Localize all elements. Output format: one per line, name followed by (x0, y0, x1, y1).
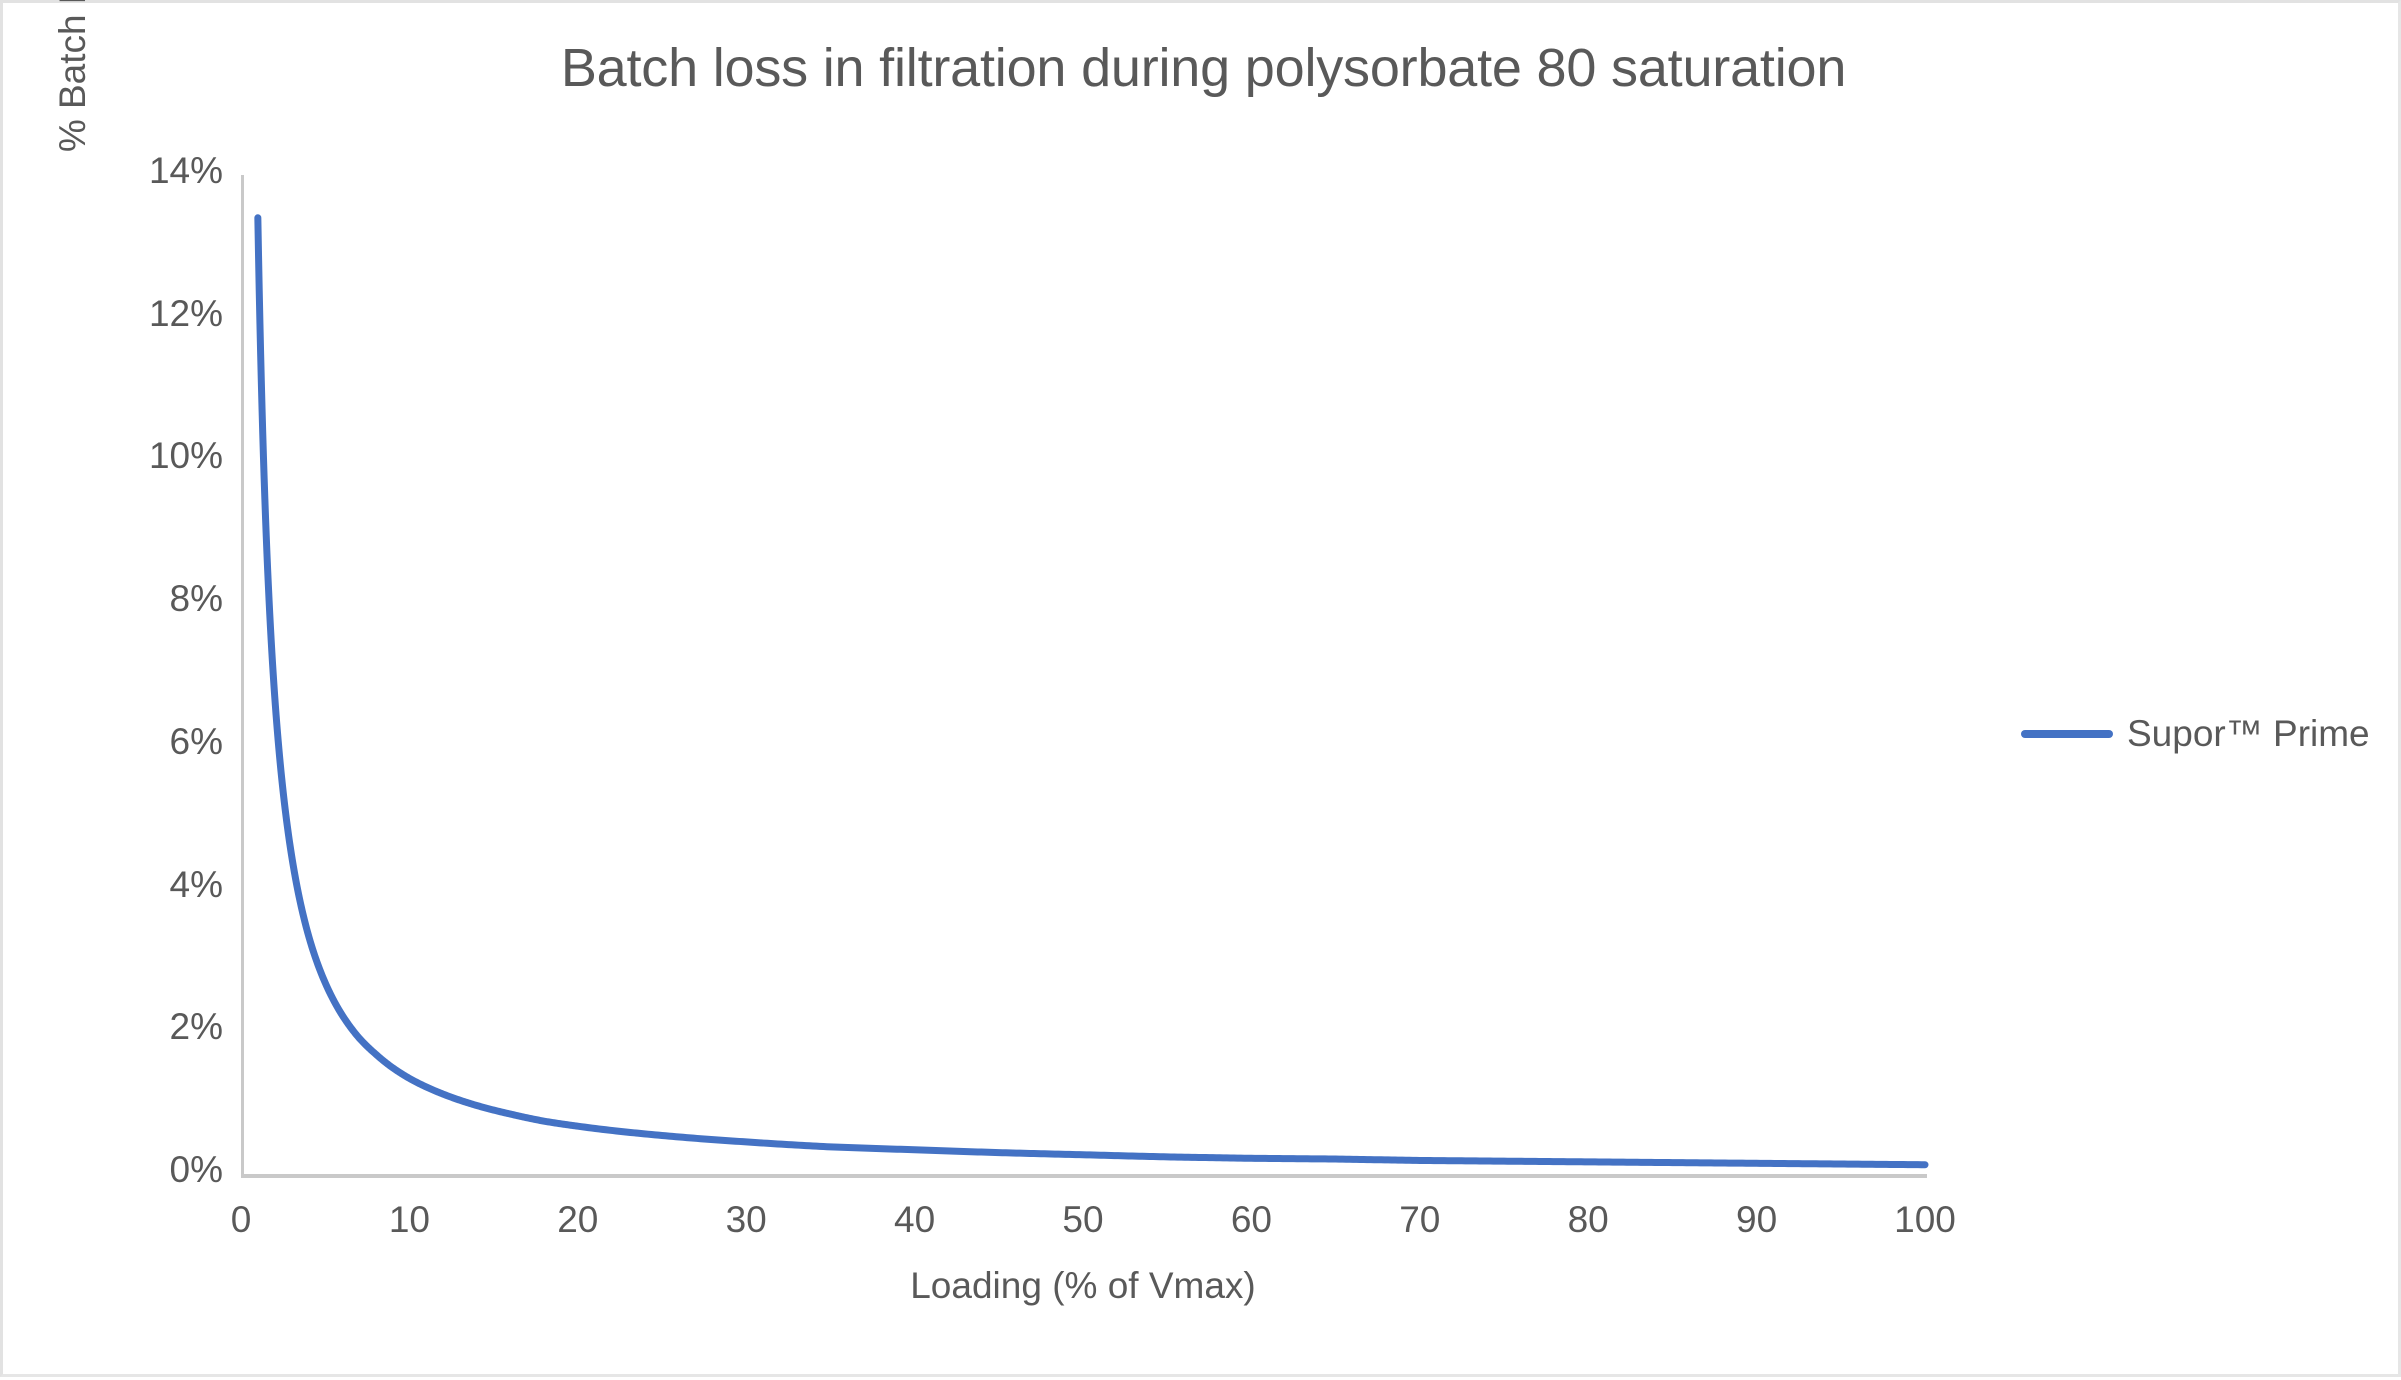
y-tick-label: 4% (169, 863, 223, 905)
y-tick-label: 8% (169, 578, 223, 620)
y-tick-label: 2% (169, 1006, 223, 1048)
x-tick-label: 80 (1567, 1199, 1609, 1240)
y-tick-label: 14% (148, 150, 223, 191)
plot-area (241, 175, 1929, 1174)
series-line (254, 214, 1929, 1169)
x-tick-label: 50 (1062, 1199, 1104, 1240)
legend-series-label: Supor™ Prime (2127, 713, 2370, 754)
x-axis-line (241, 1174, 1927, 1178)
chart-title: Batch loss in filtration during polysorb… (560, 38, 1847, 98)
x-tick-label: 100 (1894, 1199, 1956, 1240)
x-tick-label: 60 (1230, 1199, 1272, 1240)
x-tick-label: 40 (894, 1199, 936, 1240)
series-plot (254, 214, 1929, 1169)
x-tick-label: 90 (1736, 1199, 1778, 1240)
x-tick-label: 30 (725, 1199, 767, 1240)
x-axis-title: Loading (% of Vmax) (910, 1265, 1256, 1306)
y-axis-tick-labels: 0% 2% 4% 6% 8% 10% 12% 14% (93, 3, 223, 1380)
x-axis-tick-labels: 0 10 20 30 40 50 60 70 80 90 100 (231, 1199, 1956, 1259)
y-axis-line (241, 175, 244, 1176)
y-tick-label: 12% (148, 292, 223, 334)
y-tick-label: 6% (169, 720, 223, 762)
legend[interactable]: Supor™ Prime (2021, 713, 2370, 755)
x-tick-label: 70 (1399, 1199, 1441, 1240)
x-tick-label: 20 (557, 1199, 599, 1240)
x-tick-label: 0 (230, 1199, 252, 1240)
legend-line-swatch-icon (2021, 730, 2113, 738)
x-tick-label: 10 (388, 1199, 430, 1240)
y-tick-label: 10% (148, 435, 223, 477)
y-tick-label: 0% (169, 1149, 223, 1190)
